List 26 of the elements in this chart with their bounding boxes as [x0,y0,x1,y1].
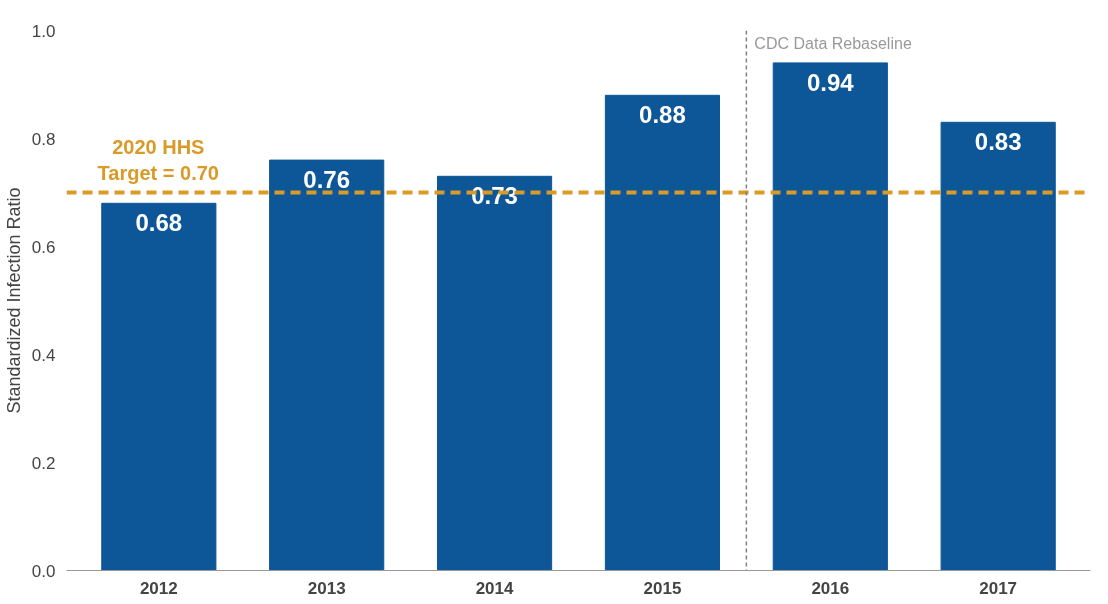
x-tick-label: 2014 [475,578,515,598]
x-tick-label: 2012 [139,578,178,598]
bar [940,121,1056,571]
x-tick-label: 2016 [811,578,850,598]
annotation: CDC Data Rebaseline [754,34,912,52]
data-label: 0.83 [974,128,1022,156]
bar [101,202,217,571]
y-tick-label: 0.6 [31,237,56,257]
data-label: 0.68 [135,209,183,237]
y-axis-title: Standardized Infection Ratio [3,187,24,414]
x-tick-label: 2015 [643,578,682,598]
y-tick-label: 0.8 [31,129,56,149]
data-label: 0.94 [806,68,855,96]
bar [604,94,721,571]
y-tick-label: 0.4 [31,345,56,365]
x-tick-label: 2017 [979,578,1018,598]
bar [269,159,385,571]
bar [772,62,888,571]
y-tick-label: 1.0 [31,21,56,41]
ref-line-label: 2020 HHS Target = 0.70 [97,136,219,185]
x-tick-label: 2013 [307,578,346,598]
data-label: 0.88 [639,101,686,129]
y-tick-label: 0.0 [31,561,56,581]
bar [436,175,553,571]
data-label: 0.76 [303,165,351,193]
y-tick-label: 0.2 [31,453,56,473]
